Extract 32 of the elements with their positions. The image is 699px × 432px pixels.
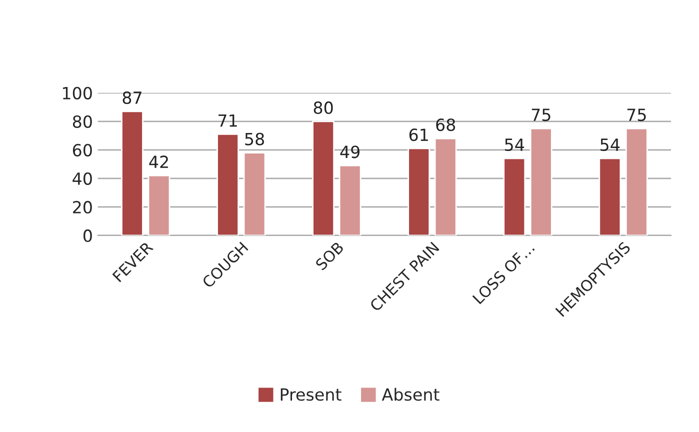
bar bbox=[338, 164, 362, 236]
data-label: 87 bbox=[122, 91, 142, 104]
y-tick-label: 20 bbox=[73, 200, 92, 214]
y-tick-label: 40 bbox=[72, 172, 92, 185]
y-tick-label: 0 bbox=[83, 229, 92, 242]
bar bbox=[598, 158, 622, 236]
data-label: 58 bbox=[245, 132, 264, 146]
y-tick-label: 100 bbox=[63, 86, 92, 100]
bar bbox=[148, 174, 170, 236]
data-label: 49 bbox=[340, 146, 360, 158]
data-label: 75 bbox=[532, 108, 550, 122]
data-label: 42 bbox=[149, 156, 168, 168]
bar bbox=[408, 148, 430, 236]
data-label: 80 bbox=[314, 101, 333, 114]
legend-label: Absent bbox=[382, 388, 440, 401]
data-label: 61 bbox=[409, 128, 428, 142]
data-label: 71 bbox=[218, 114, 237, 127]
data-label: 68 bbox=[436, 118, 456, 132]
y-tick-label: 80 bbox=[72, 115, 92, 128]
data-label: 75 bbox=[627, 108, 646, 122]
bar bbox=[216, 134, 239, 236]
bar bbox=[434, 138, 457, 236]
legend-label: Present bbox=[280, 388, 342, 401]
data-label: 54 bbox=[505, 138, 524, 152]
bar bbox=[625, 128, 648, 236]
bar bbox=[503, 158, 526, 236]
bar bbox=[243, 152, 266, 236]
bar bbox=[312, 120, 335, 236]
bar bbox=[121, 110, 144, 236]
data-label: 54 bbox=[600, 138, 620, 152]
bar bbox=[530, 128, 552, 236]
y-tick-label: 60 bbox=[72, 144, 92, 156]
